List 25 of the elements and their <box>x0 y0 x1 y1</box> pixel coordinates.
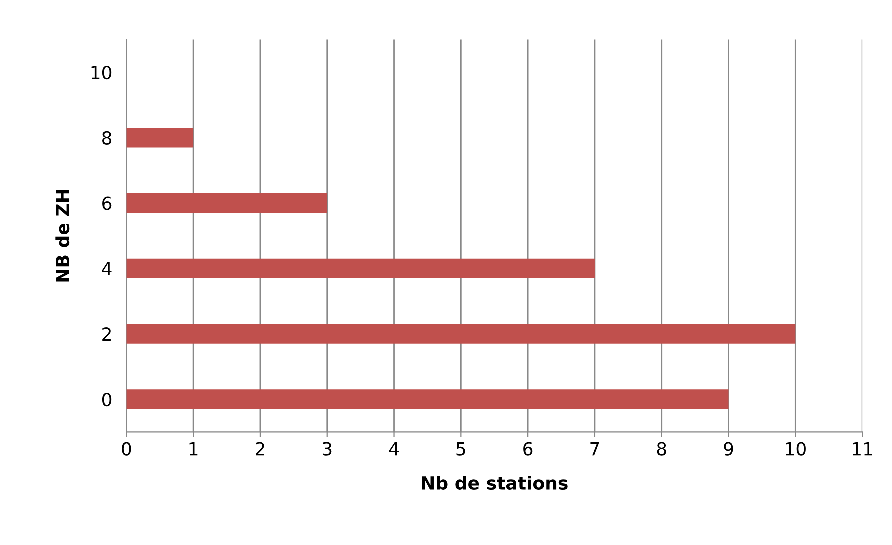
x-tick-label: 2 <box>256 442 264 456</box>
x-tick-label: 5 <box>456 442 466 456</box>
x-tick-label: 8 <box>657 442 666 456</box>
y-tick-label: 4 <box>102 262 112 276</box>
y-axis-title: NB de ZH <box>56 190 70 282</box>
x-tick-label: 0 <box>122 442 132 456</box>
bar <box>126 258 595 278</box>
y-tick-label: 0 <box>102 392 112 407</box>
x-tick-label: 1 <box>190 442 198 456</box>
y-tick-label: 2 <box>102 328 111 341</box>
x-tick-label: 4 <box>389 442 399 456</box>
x-tick-label: 3 <box>322 442 332 456</box>
x-tick-label: 9 <box>724 442 734 456</box>
bar <box>126 390 729 410</box>
y-tick-label: 8 <box>102 131 112 145</box>
x-tick-label: 7 <box>590 442 600 456</box>
bar <box>126 128 194 148</box>
x-tick-label: 6 <box>524 442 533 456</box>
y-tick-label: 10 <box>92 66 112 80</box>
x-tick-label: 11 <box>853 442 872 456</box>
bar <box>126 324 796 344</box>
x-axis-title: Nb de stations <box>422 476 568 490</box>
bar <box>126 193 328 214</box>
y-tick-label: 6 <box>102 196 112 210</box>
x-tick-label: 10 <box>786 442 806 456</box>
